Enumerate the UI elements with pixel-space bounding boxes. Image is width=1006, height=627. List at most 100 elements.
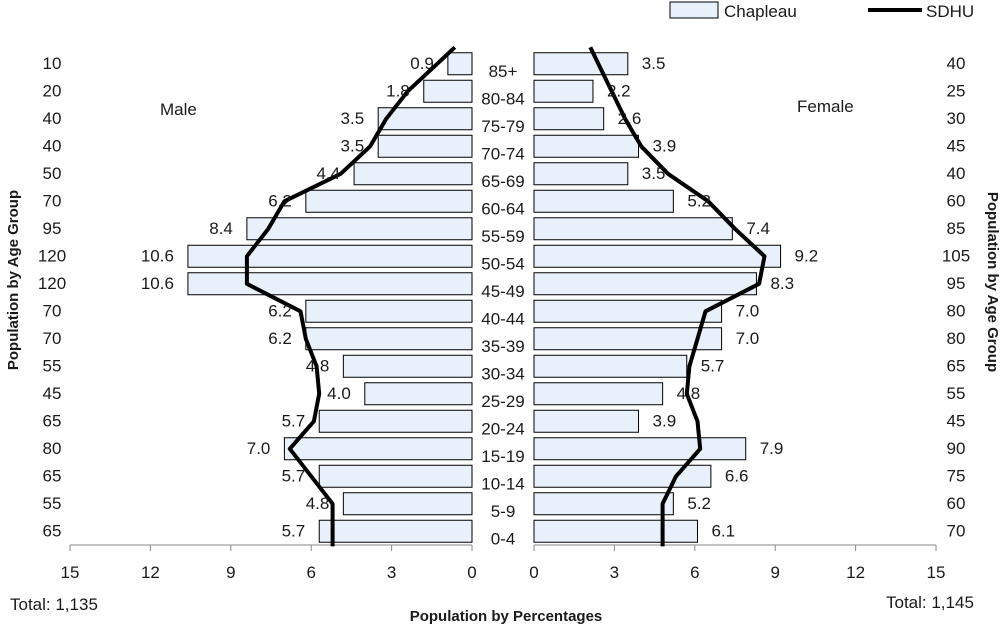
legend-chapleau-swatch	[669, 1, 719, 19]
female-count-label: 40	[947, 164, 966, 183]
female-value-label: 7.4	[746, 219, 770, 238]
x-tick-label: 12	[846, 563, 865, 582]
x-tick-label: 15	[927, 563, 946, 582]
female-value-label: 9.2	[795, 246, 819, 265]
male-count-label: 45	[43, 384, 62, 403]
female-count-label: 30	[947, 109, 966, 128]
female-total: Total: 1,145	[886, 593, 974, 612]
male-bar	[318, 409, 473, 433]
female-bar	[533, 519, 698, 543]
male-bar	[318, 464, 473, 488]
male-bar	[283, 437, 473, 461]
male-value-label: 6.2	[268, 301, 292, 320]
male-value-label: 5.7	[282, 466, 306, 485]
x-tick-label: 9	[770, 563, 779, 582]
male-value-label: 10.6	[141, 246, 174, 265]
age-group-label: 35-39	[481, 337, 524, 356]
female-count-label: 75	[947, 466, 966, 485]
male-count-label: 40	[43, 109, 62, 128]
female-bar	[533, 409, 640, 433]
male-label: Male	[160, 100, 197, 119]
sdhu-male-line	[244, 45, 457, 547]
female-count-label: 70	[947, 521, 966, 540]
female-value-label: 6.6	[725, 466, 749, 485]
female-count-label: 45	[947, 136, 966, 155]
female-count-label: 40	[947, 54, 966, 73]
x-tick-label: 15	[61, 563, 80, 582]
female-count-label: 60	[947, 191, 966, 210]
female-bar	[533, 437, 747, 461]
male-value-label: 6.2	[268, 191, 292, 210]
female-value-label: 3.5	[642, 164, 666, 183]
female-value-label: 3.5	[642, 54, 666, 73]
female-count-label: 105	[942, 246, 970, 265]
female-bar	[533, 492, 674, 516]
male-value-label: 3.5	[341, 136, 365, 155]
female-bar	[533, 189, 674, 213]
female-count-label: 95	[947, 274, 966, 293]
female-bar	[533, 79, 594, 103]
age-group-label: 85+	[489, 62, 518, 81]
female-count-label: 80	[947, 301, 966, 320]
female-count-label: 65	[947, 356, 966, 375]
age-group-label: 0-4	[491, 529, 516, 548]
male-total: Total: 1,135	[10, 595, 98, 614]
female-bar	[533, 162, 629, 186]
female-value-label: 7.0	[736, 301, 760, 320]
male-value-label: 1.8	[386, 81, 410, 100]
age-group-label: 50-54	[481, 254, 524, 273]
age-group-label: 80-84	[481, 89, 524, 108]
female-bar	[533, 244, 782, 268]
age-group-label: 5-9	[491, 502, 516, 521]
age-group-label: 30-34	[481, 364, 524, 383]
male-bar	[246, 217, 473, 241]
x-tick-label: 0	[529, 563, 538, 582]
sdhu-female-line	[588, 46, 767, 547]
male-value-label: 6.2	[268, 329, 292, 348]
male-count-label: 70	[43, 329, 62, 348]
male-bar	[318, 519, 473, 543]
male-count-label: 65	[43, 411, 62, 430]
age-group-label: 60-64	[481, 199, 524, 218]
x-tick-label: 3	[610, 563, 619, 582]
age-group-label: 75-79	[481, 117, 524, 136]
male-bar	[447, 52, 473, 76]
x-tick-label: 6	[690, 563, 699, 582]
x-tick-label: 3	[387, 563, 396, 582]
male-bar	[342, 354, 473, 378]
female-bar	[533, 382, 664, 406]
female-bar	[533, 464, 712, 488]
age-group-label: 65-69	[481, 172, 524, 191]
x-tick-label: 12	[141, 563, 160, 582]
age-group-label: 55-59	[481, 227, 524, 246]
male-value-label: 4.4	[316, 164, 340, 183]
female-value-label: 7.0	[736, 329, 760, 348]
male-value-label: 4.8	[306, 494, 330, 513]
female-bar	[533, 107, 605, 131]
male-count-label: 20	[43, 81, 62, 100]
female-bar	[533, 272, 757, 296]
male-value-label: 8.4	[209, 219, 233, 238]
x-axis-title: Population by Percentages	[410, 608, 603, 625]
x-tick-label: 0	[467, 563, 476, 582]
female-value-label: 5.2	[687, 191, 711, 210]
female-bar	[533, 134, 640, 158]
male-count-label: 10	[43, 54, 62, 73]
age-group-label: 40-44	[481, 309, 524, 328]
male-bar	[305, 299, 473, 323]
female-value-label: 7.9	[760, 439, 784, 458]
female-bar	[533, 217, 733, 241]
female-value-label: 5.2	[687, 494, 711, 513]
male-count-label: 80	[43, 439, 62, 458]
female-value-label: 6.1	[711, 521, 735, 540]
female-count-label: 25	[947, 81, 966, 100]
male-bar	[377, 134, 473, 158]
female-bar	[533, 52, 629, 76]
age-group-label: 25-29	[481, 392, 524, 411]
female-count-label: 55	[947, 384, 966, 403]
female-value-label: 2.6	[618, 109, 642, 128]
male-count-label: 65	[43, 521, 62, 540]
male-value-label: 4.8	[306, 356, 330, 375]
male-value-label: 0.9	[410, 54, 434, 73]
